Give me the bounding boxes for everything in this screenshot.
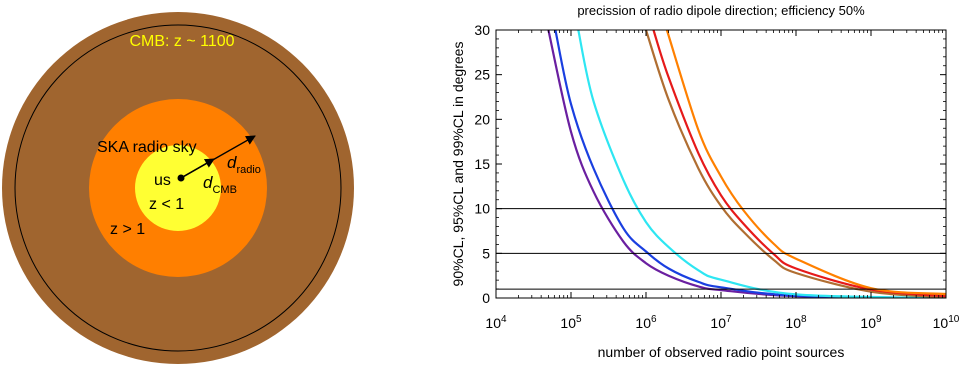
y-tick-label: 10 bbox=[474, 201, 490, 217]
x-tick-label: 104 bbox=[485, 314, 507, 331]
series-curve-4 bbox=[644, 30, 946, 298]
x-axis-label: number of observed radio point sources bbox=[598, 344, 845, 360]
cmb-label: CMB: z ~ 1100 bbox=[129, 33, 234, 50]
cmb-surface-ring bbox=[14, 24, 342, 352]
y-tick-label: 25 bbox=[474, 67, 490, 83]
y-tick-label: 30 bbox=[474, 22, 490, 38]
y-tick-label: 15 bbox=[474, 156, 490, 172]
radio-sky-label: SKA radio sky bbox=[97, 139, 197, 156]
y-axis-label: 90%CL, 95%CL and 99%CL in degrees bbox=[450, 42, 466, 287]
d-cmb-arrow bbox=[180, 158, 215, 179]
far-redshift-label: z > 1 bbox=[110, 221, 145, 238]
x-tick-labels: 104 105 106 107 108 109 1010 bbox=[485, 314, 959, 331]
plot-series-layer bbox=[547, 30, 946, 298]
y-tick-label: 20 bbox=[474, 111, 490, 127]
x-tick-label: 105 bbox=[560, 314, 582, 331]
shell-diagram: CMB: z ~ 1100 SKA radio sky us z < 1 z >… bbox=[2, 12, 354, 364]
x-tick-label: 108 bbox=[785, 314, 807, 331]
x-tick-label: 1010 bbox=[933, 314, 960, 331]
x-tick-label: 107 bbox=[710, 314, 732, 331]
ticks-layer bbox=[495, 29, 947, 299]
near-redshift-label: z < 1 bbox=[149, 196, 184, 213]
y-tick-label: 0 bbox=[482, 290, 490, 306]
observer-label: us bbox=[154, 172, 171, 189]
d-cmb-label: dCMB bbox=[203, 173, 237, 196]
series-curve-6 bbox=[665, 30, 946, 296]
series-curve-3 bbox=[577, 30, 946, 298]
x-tick-label: 109 bbox=[860, 314, 882, 331]
reference-lines-layer bbox=[496, 208, 946, 290]
series-curve-5 bbox=[652, 30, 946, 298]
series-curve-2 bbox=[554, 30, 946, 298]
x-tick-label: 106 bbox=[635, 314, 657, 331]
d-radio-label: dradio bbox=[227, 153, 261, 176]
near-universe-core bbox=[135, 145, 221, 231]
chart-title: precission of radio dipole direction; ef… bbox=[577, 3, 865, 18]
y-tick-labels: 0 5 10 15 20 25 30 bbox=[474, 22, 490, 306]
y-tick-label: 5 bbox=[482, 245, 490, 261]
dipole-precision-chart: precission of radio dipole direction; ef… bbox=[450, 3, 960, 360]
series-curve-1 bbox=[547, 30, 946, 298]
